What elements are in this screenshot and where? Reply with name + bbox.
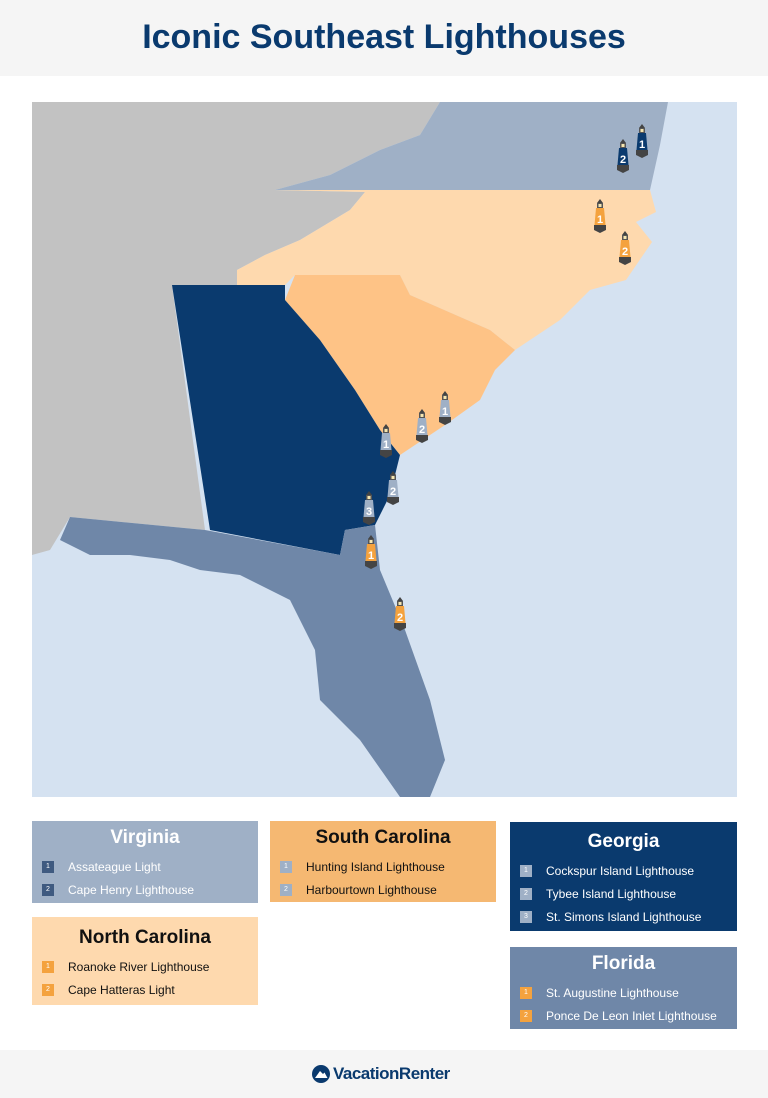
legend-item: 2 Tybee Island Lighthouse xyxy=(520,882,727,905)
legend-item: 2 Harbourtown Lighthouse xyxy=(280,878,486,901)
marker-number: 2 xyxy=(397,612,403,624)
brand-name: VacationRenter xyxy=(333,1064,450,1083)
lighthouse-marker-south-carolina-1: 1 xyxy=(439,391,451,425)
legend-item: 2 Ponce De Leon Inlet Lighthouse xyxy=(520,1004,727,1027)
lighthouse-marker-north-carolina-1: 1 xyxy=(594,199,606,233)
marker-number: 1 xyxy=(520,986,532,999)
lighthouse-name: Assateague Light xyxy=(68,859,161,874)
lighthouse-name: Ponce De Leon Inlet Lighthouse xyxy=(546,1008,717,1023)
marker-number: 2 xyxy=(42,883,54,896)
marker-number: 1 xyxy=(597,214,603,226)
marker-number: 3 xyxy=(520,910,532,923)
legend-title: Florida xyxy=(591,953,656,974)
marker-number: 1 xyxy=(42,960,54,973)
marker-number: 2 xyxy=(520,1009,532,1022)
lighthouse-marker-virginia-1: 1 xyxy=(636,124,648,158)
state-north-carolina xyxy=(237,190,656,350)
state-georgia xyxy=(172,285,400,555)
lighthouse-name: St. Simons Island Lighthouse xyxy=(546,909,702,924)
map: 1 2 1 2 1 2 1 2 3 1 2 xyxy=(32,102,737,797)
marker-number: 1 xyxy=(383,439,389,451)
lighthouse-marker-south-carolina-2: 2 xyxy=(416,409,428,443)
marker-number: 2 xyxy=(622,246,628,258)
lighthouse-name: Tybee Island Lighthouse xyxy=(546,886,677,901)
marker-number: 3 xyxy=(366,506,372,518)
lighthouse-marker-georgia-2: 2 xyxy=(387,471,399,505)
legend-north-carolina: North Carolina 1 Roanoke River Lighthouse… xyxy=(32,917,258,1005)
legend-item: 2 Cape Henry Lighthouse xyxy=(42,878,248,901)
marker-number: 2 xyxy=(280,883,292,896)
lighthouse-marker-florida-2: 2 xyxy=(394,597,406,631)
legend-item: 1 Hunting Island Lighthouse xyxy=(280,855,486,878)
page-title: Iconic Southeast Lighthouses xyxy=(142,18,626,56)
lighthouse-name: Hunting Island Lighthouse xyxy=(306,859,445,874)
legend-item: 1 Cockspur Island Lighthouse xyxy=(520,859,727,882)
lighthouse-marker-georgia-3: 3 xyxy=(363,491,375,525)
title-band xyxy=(0,0,768,76)
legend-title: Virginia xyxy=(110,827,180,848)
marker-number: 1 xyxy=(42,860,54,873)
legend-florida: Florida 1 St. Augustine Lighthouse 2 Ponce… xyxy=(510,947,737,1029)
brand-logo: VacationRenter xyxy=(312,1064,450,1084)
lighthouse-name: Cape Henry Lighthouse xyxy=(68,882,195,897)
legend-item: 2 Cape Hatteras Light xyxy=(42,978,248,1001)
marker-number: 1 xyxy=(280,860,292,873)
legend-item: 3 St. Simons Island Lighthouse xyxy=(520,905,727,928)
marker-number: 1 xyxy=(520,864,532,877)
legend-item: 1 Roanoke River Lighthouse xyxy=(42,955,248,978)
marker-number: 1 xyxy=(639,139,645,151)
marker-number: 1 xyxy=(442,406,448,418)
lighthouse-name: Cape Hatteras Light xyxy=(68,982,175,997)
state-florida xyxy=(60,517,445,797)
other-land xyxy=(32,102,440,555)
legend-item: 1 Assateague Light xyxy=(42,855,248,878)
marker-number: 2 xyxy=(390,486,396,498)
lighthouse-name: Roanoke River Lighthouse xyxy=(68,959,210,974)
legend-title: Georgia xyxy=(587,831,660,852)
lighthouse-marker-virginia-2: 2 xyxy=(617,139,629,173)
legend-item: 1 St. Augustine Lighthouse xyxy=(520,981,727,1004)
mountain-logo-icon xyxy=(312,1065,330,1083)
marker-number: 1 xyxy=(368,550,374,562)
legend-title: South Carolina xyxy=(315,827,451,848)
lighthouse-marker-north-carolina-2: 2 xyxy=(619,231,631,265)
legend-title: North Carolina xyxy=(79,927,211,948)
legend-virginia: Virginia 1 Assateague Light 2 Cape Henry L… xyxy=(32,821,258,903)
state-south-carolina xyxy=(285,275,515,455)
marker-number: 2 xyxy=(42,983,54,996)
footer xyxy=(0,1050,768,1098)
lighthouse-marker-georgia-1: 1 xyxy=(380,424,392,458)
marker-number: 2 xyxy=(520,887,532,900)
lighthouse-name: Harbourtown Lighthouse xyxy=(306,882,437,897)
legend-georgia: Georgia 1 Cockspur Island Lighthouse 2 Tyb… xyxy=(510,822,737,931)
marker-number: 2 xyxy=(620,154,626,166)
lighthouse-name: Cockspur Island Lighthouse xyxy=(546,863,695,878)
lighthouse-marker-florida-1: 1 xyxy=(365,535,377,569)
lighthouse-name: St. Augustine Lighthouse xyxy=(546,985,679,1000)
legend-south-carolina: South Carolina 1 Hunting Island Lighthous… xyxy=(270,821,496,902)
state-virginia xyxy=(275,102,668,190)
marker-number: 2 xyxy=(419,424,425,436)
